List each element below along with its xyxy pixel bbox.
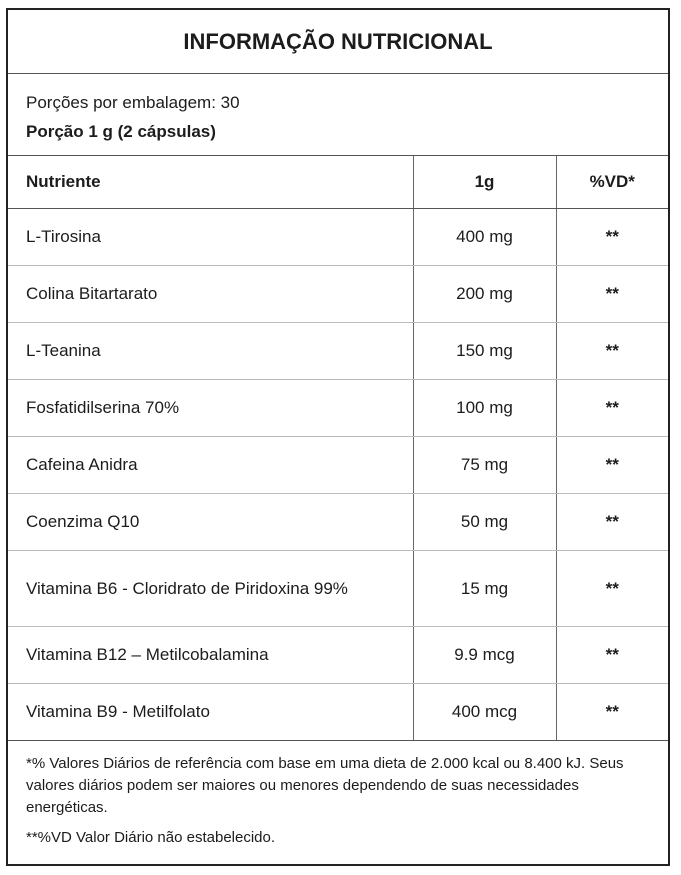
nutrient-row: Vitamina B12 – Metilcobalamina 9.9 mcg ** — [8, 626, 668, 684]
nutrient-name: Colina Bitartarato — [8, 265, 414, 323]
amount: 400 mcg — [413, 683, 557, 741]
column-header: 1g — [413, 156, 557, 209]
nutrient-name: Coenzima Q10 — [8, 493, 414, 551]
header-row: Nutriente 1g %VD* — [8, 156, 668, 209]
amount: 100 mg — [413, 379, 557, 437]
column-header: %VD* — [556, 156, 668, 209]
daily-value: ** — [556, 493, 668, 551]
amount: 400 mg — [413, 208, 557, 266]
title: INFORMAÇÃO NUTRICIONAL — [8, 10, 668, 74]
nutrient-row: Fosfatidilserina 70% 100 mg ** — [8, 379, 668, 437]
nutrient-row: Vitamina B9 - Metilfolato 400 mcg ** — [8, 683, 668, 741]
nutrient-name: Vitamina B12 – Metilcobalamina — [8, 626, 414, 684]
nutrient-row: Cafeina Anidra 75 mg ** — [8, 436, 668, 494]
nutrient-name: Vitamina B6 - Cloridrato de Piridoxina 9… — [8, 550, 414, 627]
amount: 75 mg — [413, 436, 557, 494]
nutrient-row: Colina Bitartarato 200 mg ** — [8, 265, 668, 323]
amount: 50 mg — [413, 493, 557, 551]
daily-value: ** — [556, 265, 668, 323]
nutrient-row: L-Tirosina 400 mg ** — [8, 208, 668, 266]
nutrient-row: Coenzima Q10 50 mg ** — [8, 493, 668, 551]
amount: 15 mg — [413, 550, 557, 627]
daily-value: ** — [556, 379, 668, 437]
nutrient-name: L-Tirosina — [8, 208, 414, 266]
footer: *% Valores Diários de referência com bas… — [8, 741, 668, 849]
amount: 9.9 mcg — [413, 626, 557, 684]
nutrient-name: L-Teanina — [8, 322, 414, 380]
nutrient-table: Nutriente 1g %VD* L-Tirosina 400 mg ** Colina… — [8, 156, 668, 741]
amount: 150 mg — [413, 322, 557, 380]
serving-info: Porções por embalagem: 30 Porção 1 g (2 … — [8, 74, 668, 156]
table-body: L-Tirosina 400 mg ** Colina Bitartarato 200 … — [8, 208, 668, 741]
daily-value: ** — [556, 626, 668, 684]
nutrient-name: Cafeina Anidra — [8, 436, 414, 494]
footnote: *% Valores Diários de referência com bas… — [26, 755, 624, 816]
daily-value: ** — [556, 683, 668, 741]
footnote: **%VD Valor Diário não estabelecido. — [26, 829, 276, 846]
column-header: Nutriente — [8, 156, 414, 209]
daily-value: ** — [556, 208, 668, 266]
servings: Porções por embalagem: 30 — [26, 93, 240, 112]
nutrient-row: Vitamina B6 - Cloridrato de Piridoxina 9… — [8, 550, 668, 627]
nutrient-row: L-Teanina 150 mg ** — [8, 322, 668, 380]
amount: 200 mg — [413, 265, 557, 323]
nutrient-name: Vitamina B9 - Metilfolato — [8, 683, 414, 741]
portion: Porção 1 g (2 cápsulas) — [26, 122, 216, 141]
daily-value: ** — [556, 436, 668, 494]
daily-value: ** — [556, 550, 668, 627]
daily-value: ** — [556, 322, 668, 380]
nutrient-name: Fosfatidilserina 70% — [8, 379, 414, 437]
nutrition-card: INFORMAÇÃO NUTRICIONAL Porções por embal… — [6, 8, 670, 866]
